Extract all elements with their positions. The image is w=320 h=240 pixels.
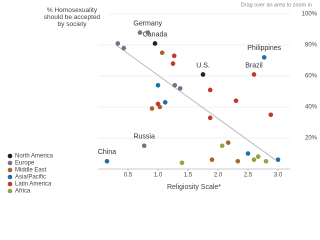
point bbox=[207, 87, 213, 93]
legend-label: North America bbox=[15, 154, 54, 160]
legend-marker bbox=[7, 188, 13, 194]
point bbox=[115, 41, 121, 46]
y-tick-label: 40% bbox=[305, 105, 318, 111]
point bbox=[235, 158, 241, 164]
point bbox=[171, 53, 177, 59]
point bbox=[251, 72, 257, 77]
legend-marker bbox=[7, 160, 13, 166]
point bbox=[245, 151, 251, 156]
point-label: U.S. bbox=[196, 62, 210, 69]
x-axis-title: Religiosity Scale* bbox=[167, 184, 221, 191]
legend-label: Africa bbox=[15, 189, 31, 195]
point bbox=[155, 101, 161, 107]
point bbox=[155, 83, 161, 88]
point bbox=[159, 50, 165, 56]
trendline bbox=[115, 44, 276, 161]
x-tick-label: 1.5 bbox=[184, 173, 193, 179]
point-label: China bbox=[98, 149, 116, 156]
point bbox=[261, 55, 267, 60]
point bbox=[233, 98, 239, 104]
point-label: Brazil bbox=[245, 62, 263, 69]
point bbox=[162, 100, 168, 105]
point-label: Canada bbox=[143, 31, 168, 38]
y-tick-label: 20% bbox=[305, 136, 318, 142]
point bbox=[268, 112, 274, 118]
point bbox=[225, 140, 231, 145]
point bbox=[177, 86, 183, 91]
point bbox=[172, 83, 178, 88]
point bbox=[137, 30, 143, 35]
point bbox=[200, 72, 206, 77]
legend-marker bbox=[7, 167, 13, 173]
legend-label: Latin America bbox=[15, 182, 52, 188]
legend-label: Asia/Pacific bbox=[15, 175, 46, 181]
point bbox=[251, 157, 257, 162]
x-tick-label: 1.0 bbox=[154, 173, 163, 179]
x-tick-label: 2.5 bbox=[244, 173, 253, 179]
title-bg bbox=[36, 5, 108, 29]
point bbox=[149, 106, 155, 111]
point bbox=[263, 158, 269, 164]
point bbox=[170, 61, 176, 66]
y-axis-title: % Homosexuality should be accepted by soci… bbox=[44, 7, 101, 28]
legend-label: Middle East bbox=[15, 168, 47, 174]
zoom-hint: Drag over an area to zoom in bbox=[241, 2, 312, 8]
y-tick-label: 60% bbox=[305, 74, 318, 80]
legend-label: Europe bbox=[15, 161, 35, 167]
chart: Drag over an area to zoom in Religiosity… bbox=[7, 2, 318, 195]
point bbox=[152, 41, 158, 46]
point-label: Germany bbox=[133, 20, 162, 27]
point bbox=[179, 160, 185, 166]
point bbox=[219, 143, 225, 149]
point-label: Russia bbox=[133, 134, 155, 141]
point bbox=[275, 157, 281, 162]
point bbox=[141, 143, 147, 149]
legend-marker bbox=[7, 174, 13, 180]
x-tick-label: 2.0 bbox=[214, 173, 223, 179]
legend-marker bbox=[7, 153, 13, 159]
x-tick-label: 0.5 bbox=[124, 173, 133, 179]
point bbox=[255, 154, 261, 159]
point bbox=[145, 30, 151, 35]
x-tick-label: 3.0 bbox=[274, 173, 283, 179]
point-label: Philippines bbox=[247, 45, 281, 52]
y-tick-label: 80% bbox=[305, 43, 318, 49]
point bbox=[104, 158, 110, 164]
point bbox=[209, 157, 215, 162]
point bbox=[121, 45, 127, 51]
y-tick-label: 100% bbox=[302, 12, 318, 18]
point bbox=[207, 115, 213, 121]
legend-marker bbox=[7, 181, 13, 187]
